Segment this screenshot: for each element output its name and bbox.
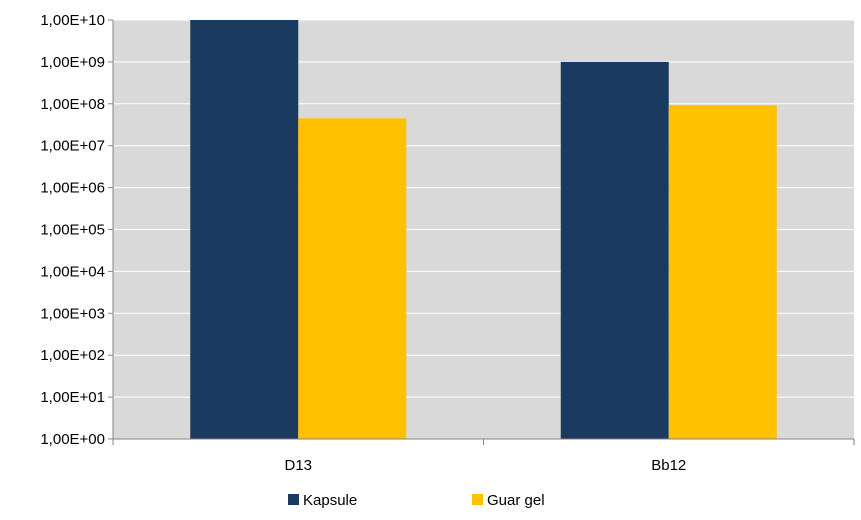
y-tick-labels: 1,00E+00 1,00E+01 1,00E+02 1,00E+03 1,00E+04… (40, 12, 105, 448)
y-tick-label: 1,00E+10 (40, 12, 105, 29)
y-tick-label: 1,00E+09 (40, 54, 105, 71)
legend-swatch-guar-gel (472, 494, 483, 505)
legend-swatch-kapsule (288, 494, 299, 505)
y-tick-label: 1,00E+02 (40, 347, 105, 364)
y-tick-label: 1,00E+01 (40, 389, 105, 406)
legend: Kapsule Guar gel (288, 492, 545, 509)
y-tick-label: 1,00E+04 (40, 263, 105, 280)
y-tick-label: 1,00E+08 (40, 96, 105, 113)
y-tick-label: 1,00E+06 (40, 180, 105, 197)
legend-label: Kapsule (303, 492, 357, 509)
x-tick-label: D13 (284, 457, 312, 474)
y-tick-label: 1,00E+07 (40, 138, 105, 155)
bar-kapsule-d13 (190, 20, 299, 439)
bars (190, 20, 777, 440)
legend-label: Guar gel (487, 492, 545, 509)
y-tick-label: 1,00E+03 (40, 305, 105, 322)
bar-guar-gel-d13 (298, 118, 407, 440)
y-tick-label: 1,00E+05 (40, 222, 105, 239)
y-tick-label: 1,00E+00 (40, 431, 105, 448)
x-tick-label: Bb12 (651, 457, 686, 474)
x-tick-labels: D13 Bb12 (284, 457, 686, 474)
bar-guar-gel-bb12 (668, 105, 777, 439)
bar-kapsule-bb12 (560, 61, 669, 440)
axes (108, 19, 855, 445)
